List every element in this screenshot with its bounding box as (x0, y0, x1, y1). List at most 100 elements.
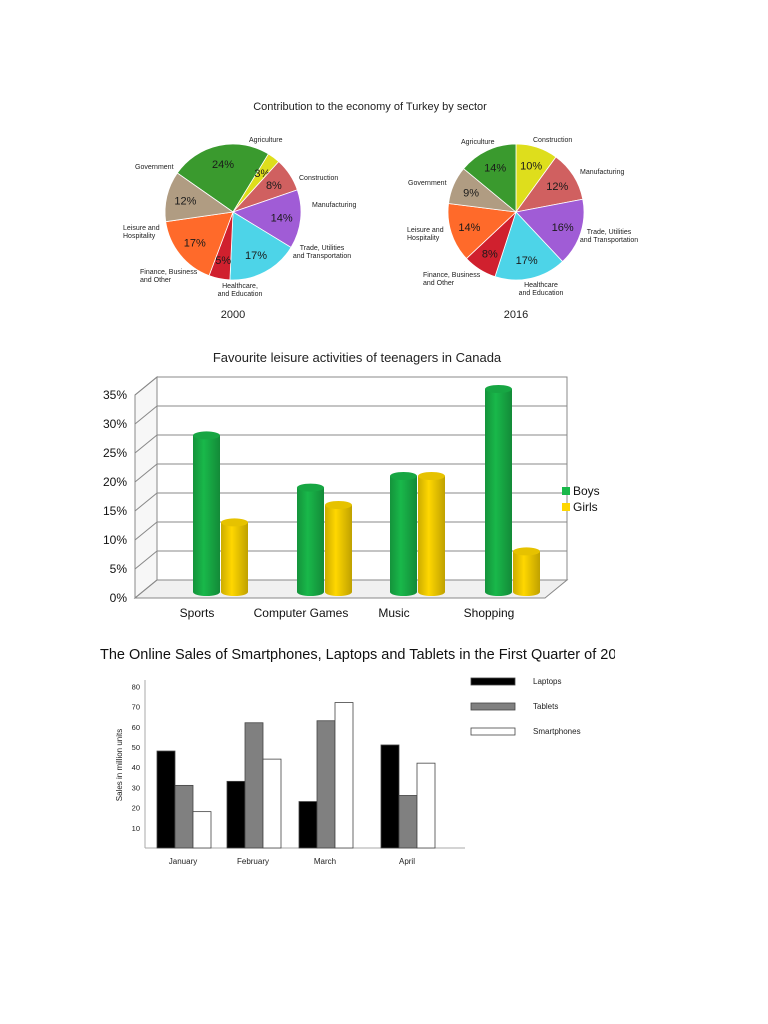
y-tick-label: 30 (132, 783, 140, 792)
y-tick-label: 60 (132, 723, 140, 732)
pie-year-label: 2000 (221, 309, 245, 321)
bar-body (325, 505, 352, 596)
gridline (134, 492, 158, 512)
y-tick-label: 80 (132, 682, 140, 691)
pie-value-label: 10% (520, 160, 542, 172)
x-category-label: Sports (180, 606, 215, 620)
pie-sector-name: Agriculture (249, 137, 283, 144)
bar-boys-computer-games (297, 483, 324, 596)
y-tick-label: 5% (110, 562, 128, 576)
bar-laptops-february (226, 780, 246, 849)
turkey-economy-pie-charts: Contribution to the economy of Turkey by… (95, 90, 655, 330)
pie-value-label: 17% (516, 255, 538, 267)
bar-tablets-march (316, 720, 336, 849)
pie-sector-name: Leisure and Hospitality (407, 227, 444, 242)
pie-value-label: 24% (212, 159, 234, 171)
side-wall (134, 375, 158, 600)
legend-swatch-smartphones (470, 727, 516, 736)
leisure-chart-svg: Favourite leisure activities of teenager… (103, 350, 600, 620)
bar-cap (325, 501, 352, 509)
bar-smartphones-march (334, 702, 354, 849)
pie-sector-name: Government (135, 164, 174, 171)
y-axis-label: Sales in million units (115, 729, 124, 801)
bar-cap (390, 472, 417, 480)
bar-tablets-february (244, 722, 264, 849)
pie-slice-trade-utilities-and-transportation (232, 189, 302, 248)
pie-sector-name: Finance, Business and Other (423, 272, 481, 287)
pie-chart-title: Contribution to the economy of Turkey by… (253, 101, 487, 113)
y-tick-label: 25% (103, 446, 127, 460)
pie-slice-trade-utilities-and-transportation (515, 198, 585, 263)
y-tick-label: 70 (132, 703, 140, 712)
pie-value-label: 9% (463, 188, 479, 200)
x-category-label: Shopping (464, 606, 515, 620)
bar-body (297, 487, 324, 596)
y-tick-label: 0% (110, 591, 128, 605)
bar-boys-sports (193, 431, 220, 596)
y-tick-label: 40 (132, 763, 140, 772)
bar-girls-music (418, 472, 445, 596)
pie-value-label: 12% (546, 181, 568, 193)
bar-smartphones-april (416, 762, 436, 849)
y-tick-label: 15% (103, 504, 127, 518)
legend-swatch-laptops (470, 677, 516, 686)
pie-slice-healthcare-and-education (494, 211, 564, 281)
pie-value-label: 8% (266, 180, 282, 192)
bar-body (221, 522, 248, 596)
bar-smartphones-february (262, 758, 282, 849)
pie-value-label: 5% (215, 255, 231, 267)
bar-body (390, 476, 417, 596)
pie-year-label: 2016 (504, 309, 528, 321)
pie-slice-agriculture (463, 143, 517, 213)
sales-chart-title: The Online Sales of Smartphones, Laptops… (100, 647, 615, 663)
gridline (134, 434, 158, 454)
pie-sector-name: Healthcare and Education (519, 282, 564, 297)
bar-boys-shopping (485, 385, 512, 596)
legend-label-girls: Girls (573, 500, 598, 514)
pie-value-label: 14% (458, 222, 480, 234)
pie-sector-name: Construction (299, 175, 338, 182)
pie-sector-name: Trade, Utilities and Transportation (580, 229, 638, 244)
bar-cap (193, 431, 220, 440)
pie-value-label: 17% (184, 238, 206, 250)
y-tick-label: 10 (132, 824, 140, 833)
pie-sector-name: Trade, Utilities and Transportation (293, 245, 351, 260)
bar-smartphones-january (192, 811, 212, 849)
y-tick-label: 35% (103, 388, 127, 402)
sales-legend: Laptops Tablets Smartphones (470, 677, 581, 736)
sales-chart-svg: The Online Sales of Smartphones, Laptops… (100, 647, 633, 866)
y-tick-label: 50 (132, 743, 140, 752)
bar-body (513, 551, 540, 596)
x-category-label: January (169, 857, 197, 866)
pie-sector-name: Manufacturing (312, 202, 356, 209)
pie-value-label: 14% (484, 163, 506, 175)
pie-slice-leisure-and-hospitality (447, 203, 517, 260)
legend-swatch-tablets (470, 702, 516, 711)
gridline (134, 521, 158, 541)
bar-cap (485, 385, 512, 393)
y-tick-label: 10% (103, 533, 127, 547)
pie-value-label: 14% (271, 212, 293, 224)
canada-leisure-bar-chart: Favourite leisure activities of teenager… (95, 340, 610, 630)
x-category-label: Computer Games (254, 606, 349, 620)
legend-label-tablets: Tablets (533, 702, 558, 711)
bar-cap (297, 483, 324, 492)
pie-sector-name: Leisure and Hospitality (123, 225, 160, 240)
bar-cap (221, 518, 248, 527)
y-tick-label: 30% (103, 417, 127, 431)
pie-slice-leisure-and-hospitality (165, 211, 234, 277)
y-tick-label: 20% (103, 475, 127, 489)
pie-sector-name: Agriculture (461, 139, 495, 146)
bar-cap (418, 472, 445, 480)
gridline (134, 376, 158, 396)
legend-swatch-boys (562, 487, 570, 495)
pie-sector-name: Construction (533, 137, 572, 144)
bar-laptops-march (298, 801, 318, 849)
legend-label-laptops: Laptops (533, 677, 561, 686)
gridline (134, 579, 158, 599)
bar-boys-music (390, 472, 417, 596)
bar-laptops-april (380, 744, 400, 849)
pie-sector-name: Manufacturing (580, 169, 624, 176)
bar-body (418, 476, 445, 596)
pie-sector-name: Finance, Business and Other (140, 269, 198, 284)
